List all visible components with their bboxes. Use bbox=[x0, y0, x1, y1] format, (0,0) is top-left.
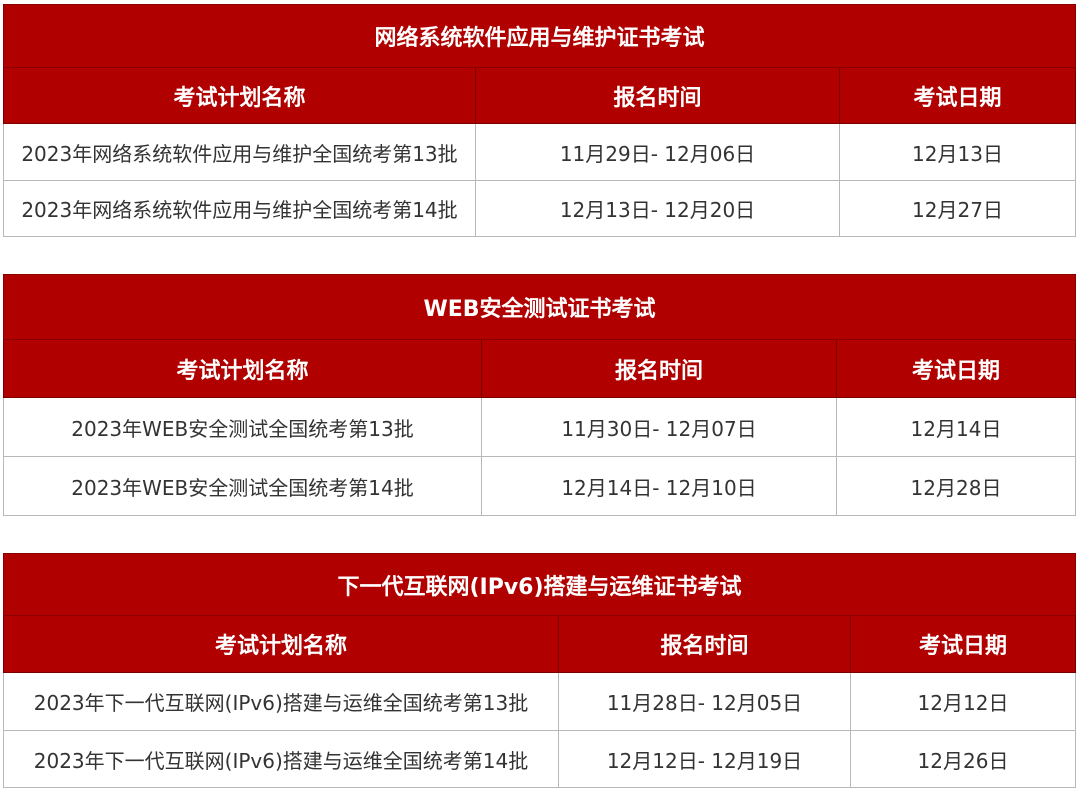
column-header-exam-date: 考试日期 bbox=[836, 339, 1076, 398]
plan-name-cell: 2023年下一代互联网(IPv6)搭建与运维全国统考第13批 bbox=[3, 672, 559, 731]
registration-time-cell: 11月28日- 12月05日 bbox=[558, 672, 851, 731]
registration-time-cell: 11月30日- 12月07日 bbox=[481, 397, 837, 457]
table-row: 2023年网络系统软件应用与维护全国统考第14批 12月13日- 12月20日 … bbox=[3, 180, 1076, 237]
table-title: 网络系统软件应用与维护证书考试 bbox=[3, 4, 1076, 68]
exam-date-cell: 12月13日 bbox=[839, 123, 1076, 181]
table-row: 2023年WEB安全测试全国统考第13批 11月30日- 12月07日 12月1… bbox=[3, 397, 1076, 457]
exam-table-network-software: 网络系统软件应用与维护证书考试 考试计划名称 报名时间 考试日期 2023年网络… bbox=[3, 4, 1076, 237]
table-row: 2023年网络系统软件应用与维护全国统考第13批 11月29日- 12月06日 … bbox=[3, 123, 1076, 181]
column-header-exam-date: 考试日期 bbox=[839, 67, 1076, 124]
plan-name-cell: 2023年网络系统软件应用与维护全国统考第13批 bbox=[3, 123, 476, 181]
plan-name-cell: 2023年WEB安全测试全国统考第13批 bbox=[3, 397, 482, 457]
exam-date-cell: 12月12日 bbox=[850, 672, 1076, 731]
table-row: 2023年下一代互联网(IPv6)搭建与运维全国统考第13批 11月28日- 1… bbox=[3, 672, 1076, 731]
plan-name-cell: 2023年下一代互联网(IPv6)搭建与运维全国统考第14批 bbox=[3, 730, 559, 788]
column-header-registration-time: 报名时间 bbox=[481, 339, 837, 398]
registration-time-cell: 11月29日- 12月06日 bbox=[475, 123, 840, 181]
table-row: 2023年下一代互联网(IPv6)搭建与运维全国统考第14批 12月12日- 1… bbox=[3, 730, 1076, 788]
exam-date-cell: 12月14日 bbox=[836, 397, 1076, 457]
exam-date-cell: 12月26日 bbox=[850, 730, 1076, 788]
exam-table-ipv6: 下一代互联网(IPv6)搭建与运维证书考试 考试计划名称 报名时间 考试日期 2… bbox=[3, 553, 1076, 788]
column-header-registration-time: 报名时间 bbox=[558, 615, 851, 673]
plan-name-cell: 2023年WEB安全测试全国统考第14批 bbox=[3, 456, 482, 516]
column-header-plan-name: 考试计划名称 bbox=[3, 339, 482, 398]
column-header-plan-name: 考试计划名称 bbox=[3, 615, 559, 673]
registration-time-cell: 12月12日- 12月19日 bbox=[558, 730, 851, 788]
column-header-plan-name: 考试计划名称 bbox=[3, 67, 476, 124]
table-row: 2023年WEB安全测试全国统考第14批 12月14日- 12月10日 12月2… bbox=[3, 456, 1076, 516]
table-title: WEB安全测试证书考试 bbox=[3, 274, 1076, 340]
column-header-exam-date: 考试日期 bbox=[850, 615, 1076, 673]
exam-date-cell: 12月27日 bbox=[839, 180, 1076, 237]
column-header-registration-time: 报名时间 bbox=[475, 67, 840, 124]
table-title: 下一代互联网(IPv6)搭建与运维证书考试 bbox=[3, 553, 1076, 616]
plan-name-cell: 2023年网络系统软件应用与维护全国统考第14批 bbox=[3, 180, 476, 237]
exam-date-cell: 12月28日 bbox=[836, 456, 1076, 516]
exam-table-web-security: WEB安全测试证书考试 考试计划名称 报名时间 考试日期 2023年WEB安全测… bbox=[3, 274, 1076, 516]
registration-time-cell: 12月13日- 12月20日 bbox=[475, 180, 840, 237]
registration-time-cell: 12月14日- 12月10日 bbox=[481, 456, 837, 516]
